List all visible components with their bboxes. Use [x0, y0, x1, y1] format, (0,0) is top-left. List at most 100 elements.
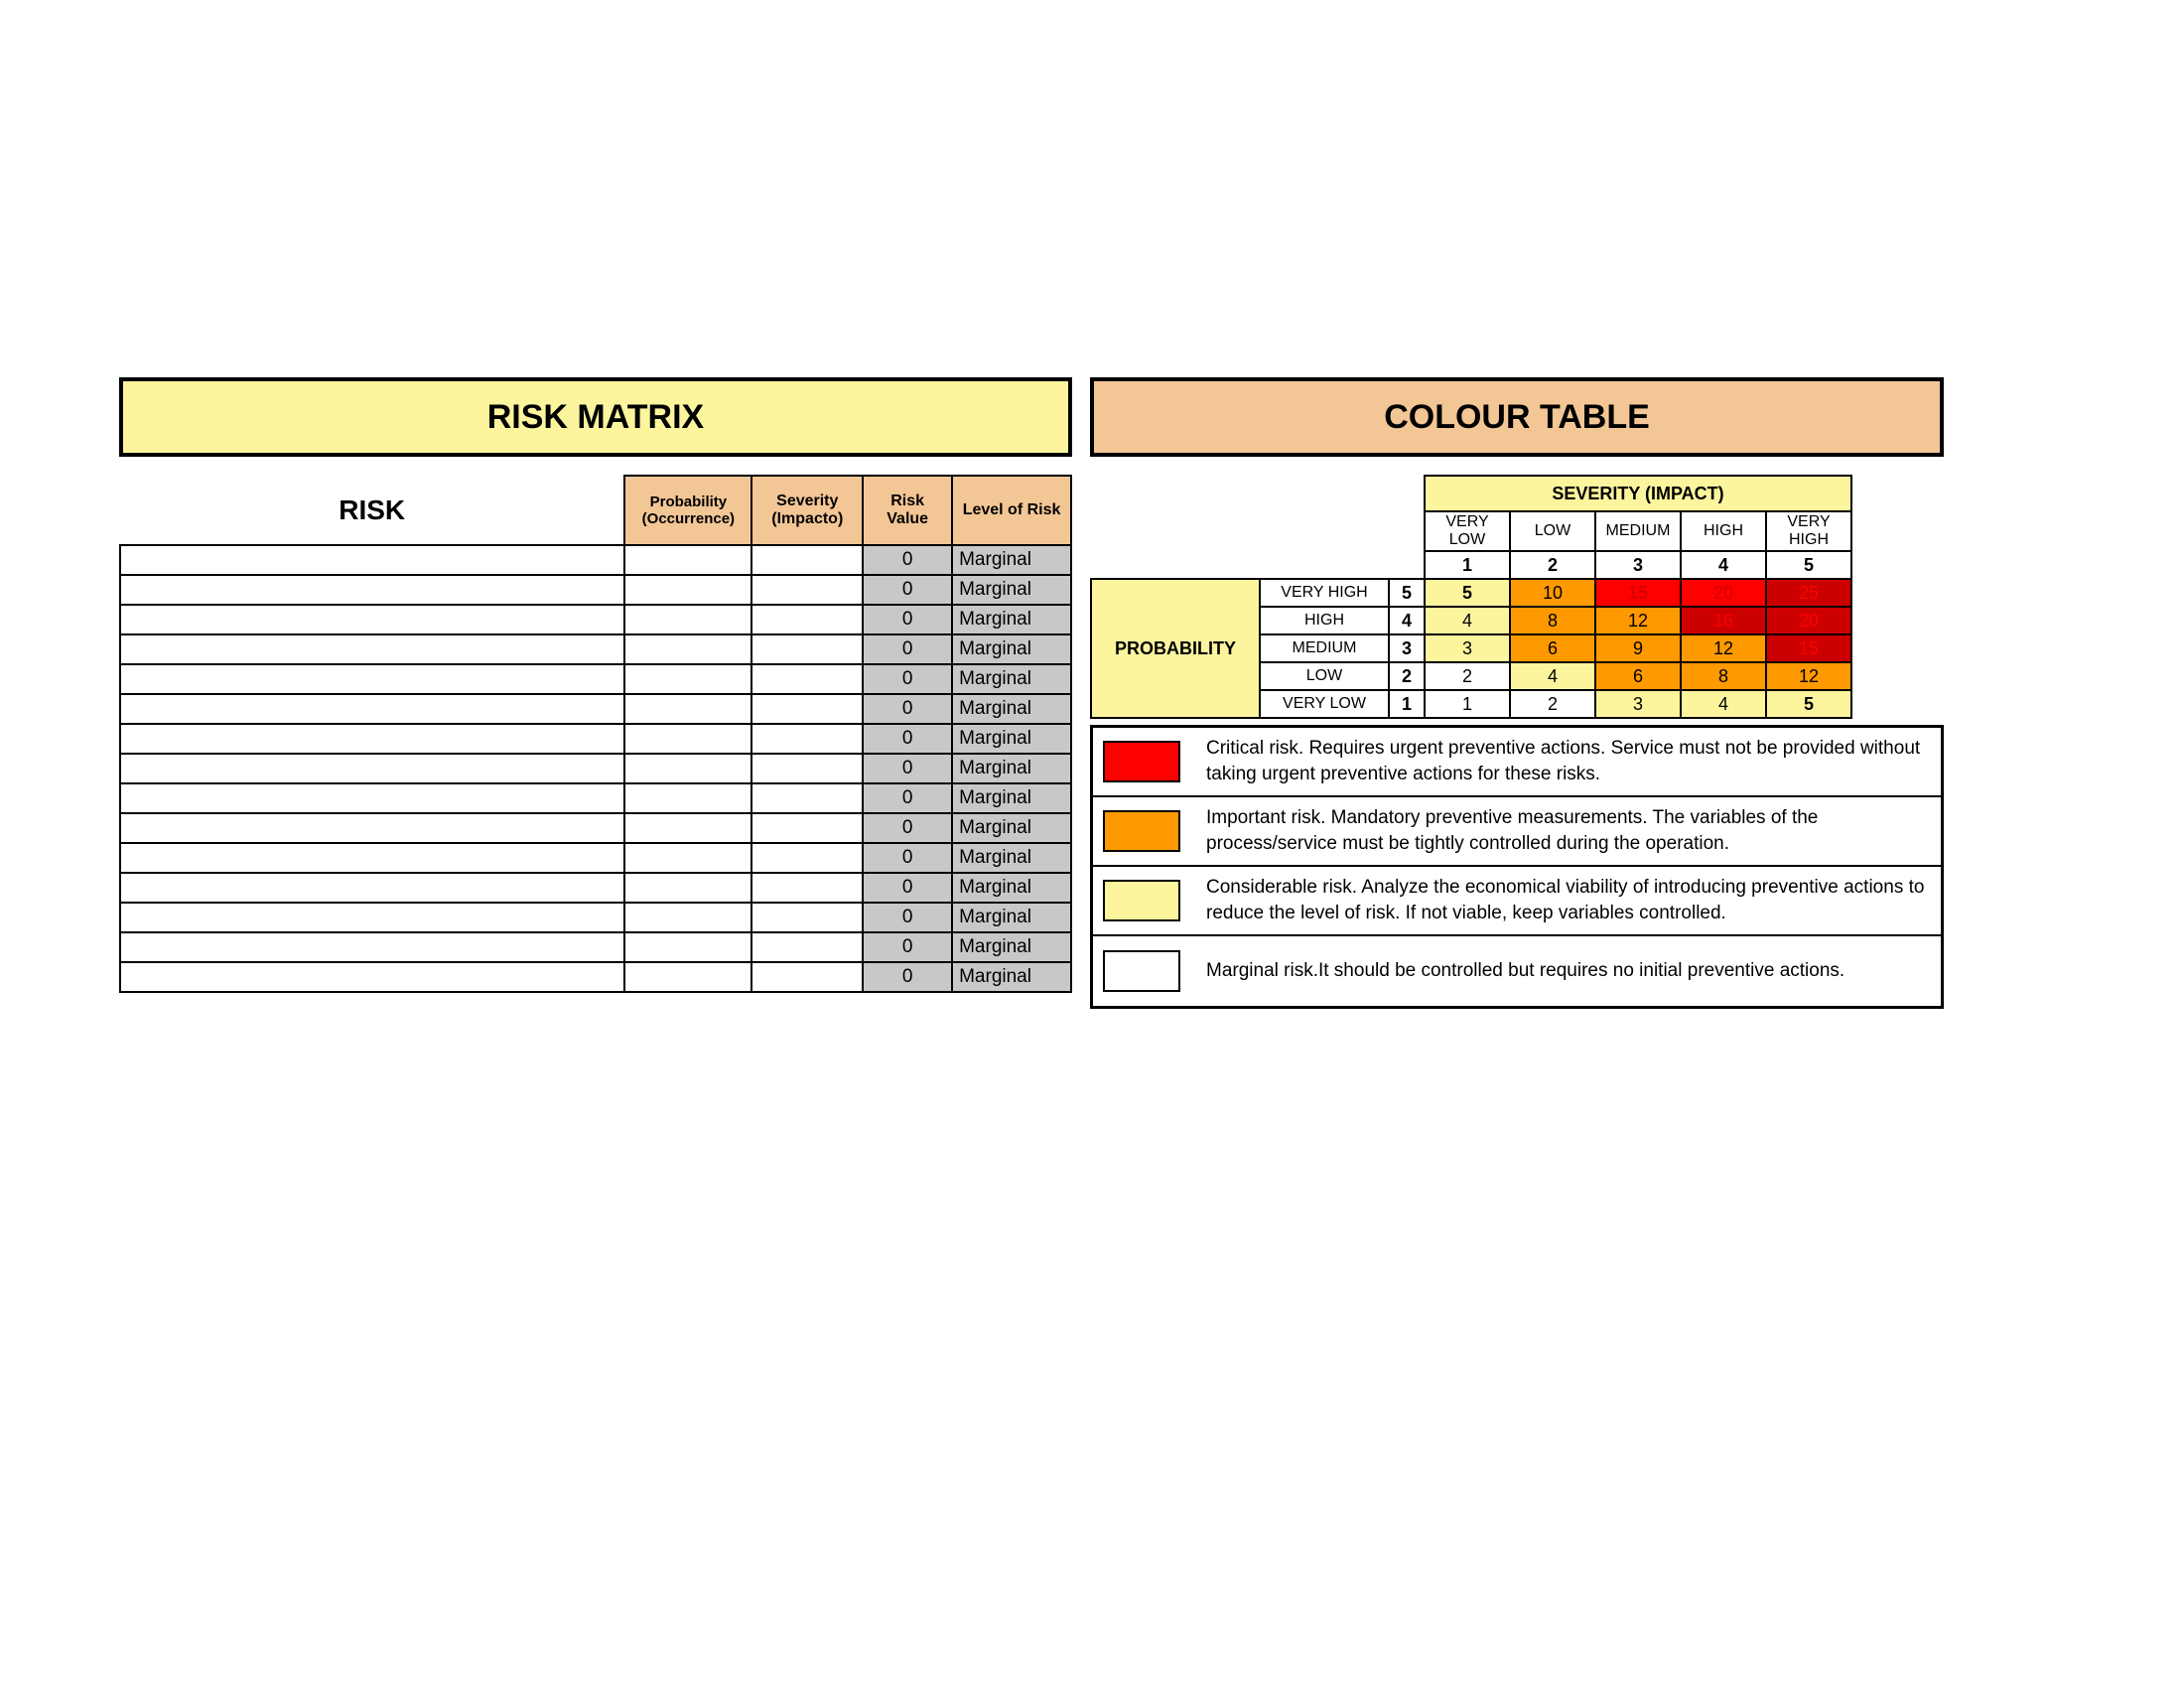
risk-cell-desc[interactable] [120, 724, 624, 754]
legend-row: Considerable risk. Analyze the economica… [1093, 867, 1941, 936]
risk-cell-probability[interactable] [624, 575, 751, 605]
risk-cell-desc[interactable] [120, 903, 624, 932]
col-header-severity: Severity (Impacto) [751, 476, 863, 545]
risk-cell-severity[interactable] [751, 903, 863, 932]
matrix-cell: 2 [1425, 662, 1510, 690]
risk-cell-severity[interactable] [751, 724, 863, 754]
risk-cell-probability[interactable] [624, 754, 751, 783]
risk-label-header: RISK [120, 476, 624, 545]
matrix-cell: 8 [1681, 662, 1766, 690]
severity-number: 3 [1595, 551, 1681, 579]
matrix-cell: 12 [1681, 634, 1766, 662]
risk-cell-probability[interactable] [624, 873, 751, 903]
matrix-cell: 15 [1595, 579, 1681, 607]
risk-cell-value: 0 [863, 724, 952, 754]
risk-cell-value: 0 [863, 783, 952, 813]
risk-cell-level: Marginal [952, 783, 1071, 813]
matrix-cell: 20 [1681, 579, 1766, 607]
probability-number: 2 [1389, 662, 1425, 690]
risk-cell-desc[interactable] [120, 694, 624, 724]
risk-cell-probability[interactable] [624, 903, 751, 932]
risk-cell-level: Marginal [952, 694, 1071, 724]
risk-table-container: RISKProbability (Occurrence)Severity (Im… [119, 475, 1072, 1009]
risk-cell-desc[interactable] [120, 575, 624, 605]
risk-cell-severity[interactable] [751, 575, 863, 605]
matrix-cell: 4 [1425, 607, 1510, 634]
risk-table: RISKProbability (Occurrence)Severity (Im… [119, 475, 1072, 993]
risk-cell-desc[interactable] [120, 962, 624, 992]
matrix-cell: 2 [1510, 690, 1595, 718]
risk-row: 0Marginal [120, 873, 1071, 903]
risk-cell-desc[interactable] [120, 843, 624, 873]
colour-table: SEVERITY (IMPACT)VERY LOWLOWMEDIUMHIGHVE… [1090, 475, 1852, 719]
legend-row: Important risk. Mandatory preventive mea… [1093, 797, 1941, 867]
risk-row: 0Marginal [120, 575, 1071, 605]
risk-cell-severity[interactable] [751, 634, 863, 664]
risk-cell-level: Marginal [952, 605, 1071, 634]
risk-cell-desc[interactable] [120, 813, 624, 843]
risk-cell-severity[interactable] [751, 694, 863, 724]
risk-cell-desc[interactable] [120, 634, 624, 664]
risk-cell-value: 0 [863, 843, 952, 873]
risk-cell-probability[interactable] [624, 634, 751, 664]
risk-cell-severity[interactable] [751, 873, 863, 903]
risk-row: 0Marginal [120, 754, 1071, 783]
risk-cell-severity[interactable] [751, 783, 863, 813]
probability-level: HIGH [1260, 607, 1389, 634]
risk-cell-desc[interactable] [120, 605, 624, 634]
risk-cell-value: 0 [863, 962, 952, 992]
risk-cell-severity[interactable] [751, 754, 863, 783]
risk-cell-probability[interactable] [624, 694, 751, 724]
risk-row: 0Marginal [120, 813, 1071, 843]
risk-cell-value: 0 [863, 664, 952, 694]
risk-cell-probability[interactable] [624, 664, 751, 694]
risk-cell-probability[interactable] [624, 605, 751, 634]
risk-cell-severity[interactable] [751, 664, 863, 694]
risk-cell-probability[interactable] [624, 813, 751, 843]
banner-colour-table: COLOUR TABLE [1090, 377, 1944, 457]
matrix-cell: 15 [1766, 634, 1851, 662]
risk-cell-severity[interactable] [751, 605, 863, 634]
risk-cell-value: 0 [863, 575, 952, 605]
col-header-risk-value: Risk Value [863, 476, 952, 545]
risk-cell-desc[interactable] [120, 754, 624, 783]
col-header-level: Level of Risk [952, 476, 1071, 545]
risk-cell-severity[interactable] [751, 545, 863, 575]
risk-cell-desc[interactable] [120, 873, 624, 903]
risk-cell-probability[interactable] [624, 783, 751, 813]
risk-cell-probability[interactable] [624, 545, 751, 575]
risk-row: 0Marginal [120, 962, 1071, 992]
risk-row: 0Marginal [120, 932, 1071, 962]
legend-row: Critical risk. Requires urgent preventiv… [1093, 728, 1941, 797]
risk-cell-level: Marginal [952, 754, 1071, 783]
risk-cell-desc[interactable] [120, 545, 624, 575]
matrix-cell: 20 [1766, 607, 1851, 634]
risk-cell-desc[interactable] [120, 664, 624, 694]
risk-cell-probability[interactable] [624, 724, 751, 754]
risk-row: 0Marginal [120, 724, 1071, 754]
severity-number: 1 [1425, 551, 1510, 579]
probability-level: VERY HIGH [1260, 579, 1389, 607]
risk-row: 0Marginal [120, 694, 1071, 724]
col-header-probability: Probability (Occurrence) [624, 476, 751, 545]
risk-cell-desc[interactable] [120, 783, 624, 813]
risk-cell-severity[interactable] [751, 813, 863, 843]
risk-cell-severity[interactable] [751, 843, 863, 873]
severity-level: MEDIUM [1595, 511, 1681, 551]
risk-cell-value: 0 [863, 932, 952, 962]
legend-text: Considerable risk. Analyze the economica… [1206, 875, 1931, 925]
risk-cell-probability[interactable] [624, 932, 751, 962]
matrix-cell: 8 [1510, 607, 1595, 634]
risk-cell-desc[interactable] [120, 932, 624, 962]
matrix-cell: 10 [1510, 579, 1595, 607]
risk-cell-severity[interactable] [751, 932, 863, 962]
risk-cell-severity[interactable] [751, 962, 863, 992]
probability-number: 1 [1389, 690, 1425, 718]
risk-cell-level: Marginal [952, 962, 1071, 992]
risk-cell-probability[interactable] [624, 843, 751, 873]
legend-swatch [1103, 950, 1180, 992]
risk-row: 0Marginal [120, 903, 1071, 932]
risk-cell-probability[interactable] [624, 962, 751, 992]
risk-cell-value: 0 [863, 605, 952, 634]
risk-cell-value: 0 [863, 903, 952, 932]
